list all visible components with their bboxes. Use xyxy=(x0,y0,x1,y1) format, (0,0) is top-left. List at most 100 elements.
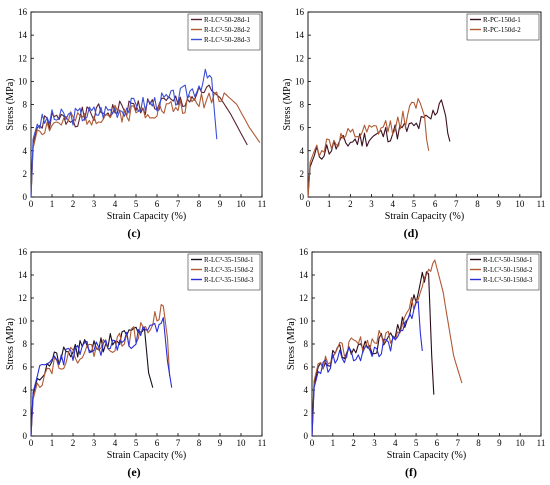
x-tick-label: 4 xyxy=(393,438,398,448)
x-tick-label: 8 xyxy=(197,199,202,209)
y-axis-label: Stress (MPa) xyxy=(5,79,16,131)
x-tick-label: 2 xyxy=(351,438,356,448)
x-tick-label: 3 xyxy=(92,438,97,448)
y-tick-label: 0 xyxy=(23,192,28,202)
x-tick-label: 11 xyxy=(537,438,546,448)
y-tick-label: 10 xyxy=(295,76,305,86)
y-tick-label: 10 xyxy=(18,76,28,86)
series-line-3 xyxy=(311,300,423,437)
legend-entry: R-LC³-50-150d-1 xyxy=(483,256,533,264)
x-axis-label: Strain Capacity (%) xyxy=(385,211,464,222)
y-tick-label: 6 xyxy=(23,362,28,372)
series-line-2 xyxy=(311,259,463,437)
series-line-3 xyxy=(30,68,218,198)
legend-entry: R-PC-150d-1 xyxy=(483,16,521,24)
y-tick-label: 10 xyxy=(299,316,309,326)
y-tick-label: 2 xyxy=(23,408,28,418)
x-tick-label: 6 xyxy=(155,199,160,209)
x-tick-label: 11 xyxy=(258,438,267,448)
x-tick-label: 8 xyxy=(476,438,481,448)
x-tick-label: 7 xyxy=(176,438,181,448)
y-tick-label: 4 xyxy=(23,146,28,156)
x-tick-label: 3 xyxy=(372,438,377,448)
x-tick-label: 2 xyxy=(71,438,76,448)
x-tick-label: 2 xyxy=(348,199,353,209)
y-tick-label: 0 xyxy=(300,192,305,202)
y-axis-label: Stress (MPa) xyxy=(5,318,16,370)
y-tick-label: 4 xyxy=(23,385,28,395)
legend-entry: R-LC³-50-150d-2 xyxy=(483,266,533,274)
legend-entry: R-PC-150d-2 xyxy=(483,26,521,34)
x-tick-label: 1 xyxy=(50,438,55,448)
y-tick-label: 14 xyxy=(18,270,28,280)
x-tick-label: 10 xyxy=(237,199,247,209)
y-tick-label: 6 xyxy=(304,362,309,372)
x-tick-label: 11 xyxy=(258,199,267,209)
x-tick-label: 3 xyxy=(92,199,97,209)
x-tick-label: 7 xyxy=(176,199,181,209)
y-tick-label: 16 xyxy=(299,247,309,257)
y-tick-label: 6 xyxy=(300,123,305,133)
y-tick-label: 14 xyxy=(18,30,28,40)
x-tick-label: 10 xyxy=(237,438,247,448)
x-tick-label: 2 xyxy=(71,199,76,209)
x-tick-label: 4 xyxy=(390,199,395,209)
y-tick-label: 10 xyxy=(18,316,28,326)
legend-entry: R-LC³-50-28d-1 xyxy=(204,16,251,24)
x-tick-label: 10 xyxy=(516,438,526,448)
series-line-3 xyxy=(30,317,173,437)
y-axis-label: Stress (MPa) xyxy=(286,318,297,370)
y-tick-label: 12 xyxy=(18,53,27,63)
y-tick-label: 12 xyxy=(295,53,304,63)
x-tick-label: 0 xyxy=(29,438,34,448)
y-tick-label: 6 xyxy=(23,123,28,133)
y-tick-label: 8 xyxy=(304,339,309,349)
y-tick-label: 16 xyxy=(18,7,28,17)
series-line-1 xyxy=(30,84,248,198)
x-tick-label: 9 xyxy=(496,199,501,209)
y-tick-label: 2 xyxy=(23,169,28,179)
y-tick-label: 0 xyxy=(23,431,28,441)
series-line-2 xyxy=(307,98,430,198)
x-tick-label: 5 xyxy=(134,199,139,209)
x-tick-label: 7 xyxy=(455,438,460,448)
x-tick-label: 3 xyxy=(369,199,374,209)
x-tick-label: 4 xyxy=(113,199,118,209)
x-tick-label: 5 xyxy=(412,199,417,209)
legend-entry: R-LC³-35-150d-2 xyxy=(204,266,254,274)
x-tick-label: 11 xyxy=(537,199,546,209)
panel-label: (e) xyxy=(127,465,140,479)
y-tick-label: 12 xyxy=(18,293,27,303)
y-tick-label: 16 xyxy=(295,7,305,17)
series-line-2 xyxy=(30,91,261,198)
x-tick-label: 0 xyxy=(310,438,315,448)
x-tick-label: 6 xyxy=(435,438,440,448)
legend-entry: R-LC³-35-150d-3 xyxy=(204,276,254,284)
y-tick-label: 12 xyxy=(299,293,308,303)
panel-label: (d) xyxy=(404,226,419,240)
y-tick-label: 14 xyxy=(299,270,309,280)
x-tick-label: 8 xyxy=(475,199,480,209)
x-tick-label: 9 xyxy=(218,199,223,209)
x-axis-label: Strain Capacity (%) xyxy=(107,450,186,461)
x-tick-label: 1 xyxy=(331,438,336,448)
panel-label: (f) xyxy=(405,465,417,479)
x-tick-label: 4 xyxy=(113,438,118,448)
x-tick-label: 5 xyxy=(134,438,139,448)
x-tick-label: 8 xyxy=(197,438,202,448)
y-tick-label: 4 xyxy=(304,385,309,395)
x-tick-label: 6 xyxy=(155,438,160,448)
y-tick-label: 16 xyxy=(18,247,28,257)
x-tick-label: 0 xyxy=(306,199,311,209)
x-tick-label: 10 xyxy=(515,199,525,209)
x-tick-label: 9 xyxy=(218,438,223,448)
x-tick-label: 1 xyxy=(50,199,55,209)
x-tick-label: 0 xyxy=(29,199,34,209)
series-line-1 xyxy=(30,326,154,437)
legend-entry: R-LC³-35-150d-1 xyxy=(204,256,254,264)
x-axis-label: Strain Capacity (%) xyxy=(107,211,186,222)
